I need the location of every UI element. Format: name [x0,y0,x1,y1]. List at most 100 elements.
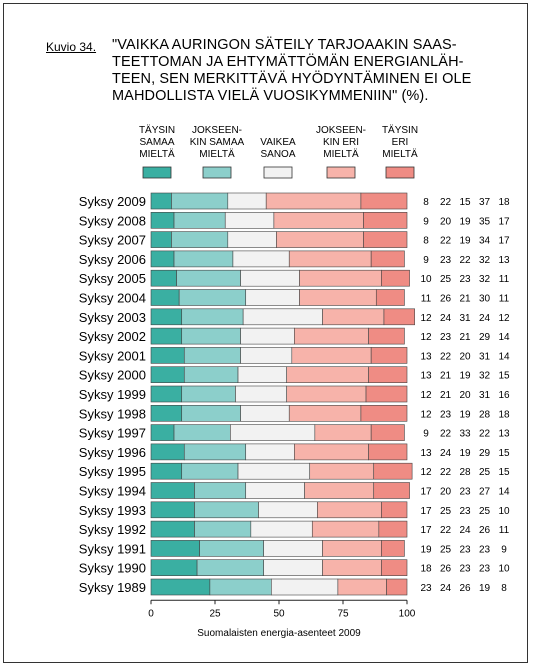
value-label: 21 [459,294,471,305]
bar-segment [286,385,367,403]
value-label: 14 [498,332,510,343]
category-label: Syksy 2009 [79,194,146,209]
bar-segment [183,366,239,384]
value-label: 18 [498,197,510,208]
legend-swatch [202,166,232,179]
bar-segment [381,559,408,577]
x-axis: 0 25 50 75 100 [148,599,416,619]
value-label: 8 [423,236,429,247]
bar-segment [181,327,241,345]
bar-segment [230,424,316,441]
value-label: 25 [479,506,491,517]
value-label: 17 [420,506,432,517]
category-label: Syksy 1994 [79,484,146,499]
value-label: 22 [440,467,452,478]
bar-segment [232,250,290,268]
bar-segment [291,347,372,364]
value-label: 30 [479,294,491,305]
value-label: 21 [459,332,471,343]
value-label: 28 [459,467,471,478]
value-label: 26 [479,525,491,536]
bar-segment [150,308,183,326]
bar-segment [240,404,290,422]
bar-segment [381,501,408,519]
value-label: 14 [498,487,510,498]
value-label: 25 [440,274,452,285]
bar-segment [322,540,382,557]
bar-segment [383,308,415,326]
category-label: Syksy 2001 [79,348,146,363]
value-label: 21 [440,390,452,401]
value-label: 13 [498,429,510,440]
category-label: Syksy 2006 [79,252,146,267]
category-label: Syksy 1999 [79,387,146,402]
bar-segment [322,308,385,326]
bar-segment [373,462,413,480]
category-label: Syksy 1998 [79,406,146,421]
value-label: 13 [420,371,432,382]
bar-segment [250,520,313,538]
value-label: 31 [479,351,491,362]
bar-segment [288,404,362,422]
bar-segment [245,482,305,499]
figure-label: Kuvio 34. [46,40,97,54]
bar-segment [150,443,185,461]
bars: Syksy 2009 8 22 15 37 18 Syksy 2008 9 20 19 35 17 Sy… [79,192,510,596]
value-label: 20 [459,390,471,401]
value-label: 11 [421,294,432,305]
bar-segment [240,347,293,364]
value-label: 17 [498,236,510,247]
bar-segment [370,250,405,268]
bar-segment [150,520,195,538]
value-label: 35 [479,216,491,227]
bar-segment [150,347,185,364]
bar-segment [363,231,408,248]
bar-segment [263,559,323,577]
value-label: 28 [479,409,491,420]
bar-segment [311,520,380,538]
bar-segment [368,327,405,345]
bar-segment [150,482,195,499]
value-label: 9 [423,429,429,440]
bar-segment [240,269,300,287]
value-label: 15 [459,197,471,208]
bar-segment [194,520,252,538]
value-label: 19 [459,216,471,227]
value-label: 12 [498,313,510,324]
value-label: 12 [420,332,432,343]
value-label: 25 [479,467,491,478]
bar-segment [386,578,408,596]
category-label: Syksy 2003 [79,310,146,325]
category-label: Syksy 2005 [79,271,146,286]
value-label: 37 [479,197,491,208]
value-label: 17 [420,487,432,498]
bar-segment [265,192,362,210]
bar-segment [378,520,408,538]
value-label: 20 [459,351,471,362]
x-tick-label: 75 [337,608,349,619]
bar-segment [171,192,229,210]
legend-swatch [385,166,415,179]
category-label: Syksy 1996 [79,445,146,460]
legend-swatch [142,166,172,179]
bar-segment [150,540,200,557]
category-label: Syksy 1997 [79,426,146,441]
value-label: 23 [459,506,471,517]
legend-label: JOKSEEN-KIN ERI MIELTÄ [316,125,366,160]
category-label: Syksy 1992 [79,522,146,537]
value-label: 19 [459,236,471,247]
value-label: 22 [440,525,452,536]
bar-segment [194,501,259,519]
value-label: 12 [420,409,432,420]
value-label: 23 [459,487,471,498]
bar-segment [245,443,295,461]
legend-label: TÄYSIN SAMAA MIELTÄ [139,124,175,160]
bar-segment [181,385,236,403]
bar-segment [150,501,195,519]
bar-segment [304,482,375,499]
bar-segment [199,540,264,557]
value-label: 31 [459,313,471,324]
value-label: 12 [420,390,432,401]
bar-segment [263,540,323,557]
